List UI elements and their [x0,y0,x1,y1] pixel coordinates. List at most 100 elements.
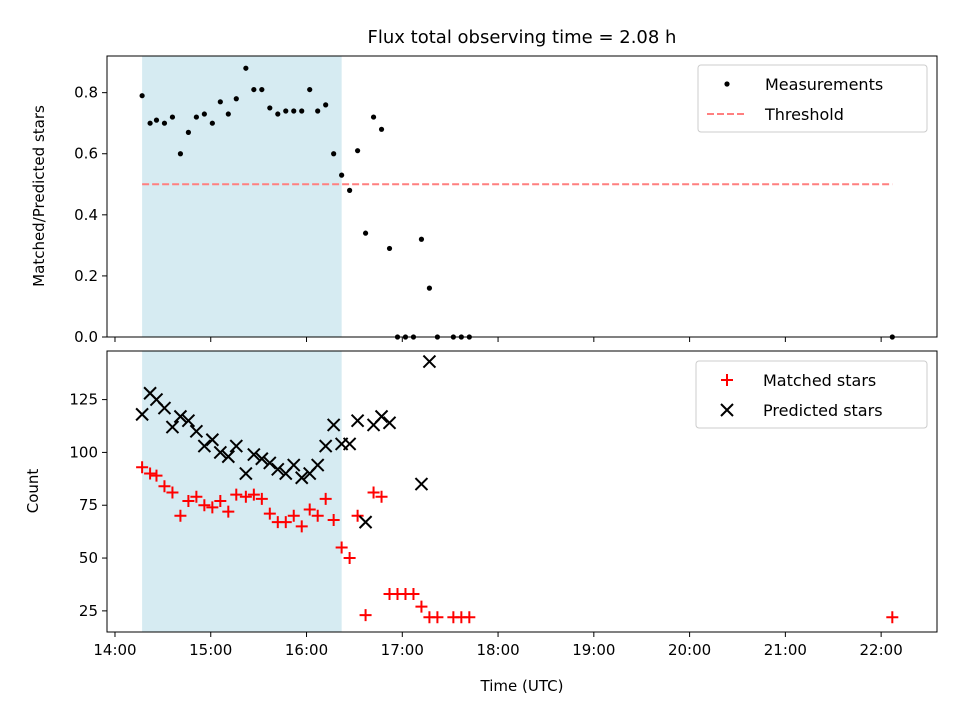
matched-stars-point [335,541,348,554]
matched-stars-point [150,469,163,482]
matched-stars-point [222,505,235,518]
matched-stars-point [166,486,179,499]
bottom-y-tick-label: 25 [79,602,98,620]
predicted-stars-point [287,458,301,472]
predicted-stars-point [181,414,196,428]
legend-matched-label: Matched stars [763,371,876,390]
predicted-stars-point [165,420,180,434]
measurement-point [243,65,249,71]
bottom-y-tick-label: 50 [79,549,98,567]
predicted-stars-point [205,433,220,447]
measurement-point [267,105,273,111]
top-y-axis-label: Matched/Predicted stars [30,105,48,287]
top-plot-frame [106,55,938,338]
matched-stars-point [214,495,227,508]
measurement-point [299,108,305,114]
predicted-stars-point [295,471,309,485]
legend-matched-marker [721,374,733,386]
predicted-stars-point [221,449,236,464]
predicted-stars-point [197,439,212,453]
predicted-stars-point [342,437,357,451]
bottom-legend-box [695,360,928,429]
measurement-point [362,230,369,236]
measurement-point [331,151,337,157]
measurement-point [307,86,313,93]
measurement-point [161,120,168,126]
matched-stars-point [279,516,292,529]
matched-stars-point [198,499,211,512]
legend-predicted-label: Predicted stars [763,401,883,420]
top-legend: Measurements Threshold [697,64,928,133]
x-tick-label: 21:00 [764,641,807,659]
measurement-point [291,108,297,114]
measurement-point [225,111,231,117]
measurement-point [251,86,257,93]
matched-stars-point [375,490,388,503]
measurement-point [354,148,361,154]
measurement-point [185,129,192,135]
measurement-point [378,126,385,132]
x-tick-label: 22:00 [860,641,903,659]
legend-measurements-label: Measurements [765,75,883,94]
matched-stars-point [327,514,340,527]
measurement-point [426,285,433,291]
bottom-marks-layer [135,354,899,624]
bottom-legend: Matched stars Predicted stars [695,360,928,429]
x-tick-label: 17:00 [381,641,424,659]
matched-stars-point [255,492,268,505]
measurement-point [153,117,160,123]
top-y-tick-label: 0.8 [74,84,98,102]
x-axis-label: Time (UTC) [480,677,564,695]
predicted-stars-point [157,401,172,415]
matched-stars-point [230,488,243,501]
measurement-point [139,93,145,99]
top-highlight-layer [142,56,342,337]
x-tick-label: 14:00 [93,641,136,659]
bottom-x-ticks: 14:00 15:00 16:00 17:00 18:00 19:00 20:00 21:00… [93,632,903,659]
legend-threshold-label: Threshold [764,105,844,124]
bottom-highlight-layer [142,351,342,632]
predicted-stars-point [213,445,228,460]
predicted-stars-point [255,452,269,466]
predicted-stars-point [422,354,437,369]
bottom-y-tick-label: 100 [69,443,98,461]
measurement-point [315,108,321,114]
top-y-tick-label: 0.0 [74,328,98,346]
bottom-panel: 25 50 75 100 125 14:00 15:00 16:00 17:00 18:00 19… [24,350,938,695]
observing-window-span [142,56,342,337]
top-y-tick-label: 0.2 [74,267,98,285]
top-y-ticks: 0.0 0.2 0.4 0.6 0.8 [74,84,107,346]
matched-stars-point [319,492,332,505]
measurement-point [283,108,289,114]
bottom-plot-frame [106,350,938,633]
matched-stars-point [206,501,219,514]
predicted-stars-point [414,477,429,491]
predicted-stars-point [350,414,365,428]
matched-stars-point [239,490,252,503]
matched-stars-point [343,552,356,565]
matched-stars-point [295,520,308,533]
matched-stars-point [247,488,260,501]
matched-stars-point [144,467,157,480]
measurement-point [169,114,176,120]
x-tick-label: 15:00 [189,641,232,659]
matched-stars-point [287,509,300,522]
predicted-stars-point [318,439,333,453]
top-marks-layer [139,65,895,340]
measurement-point [147,120,153,126]
measurement-point [339,172,345,178]
matched-stars-point [431,611,444,624]
matched-stars-point [303,503,316,516]
top-y-tick-label: 0.6 [74,145,98,163]
predicted-stars-point [263,456,277,470]
matched-stars-point [886,611,899,624]
matched-stars-point [359,609,372,622]
matched-stars-point [182,495,195,508]
measurement-point [193,114,199,120]
measurement-point [418,236,425,242]
measurement-point [386,245,393,252]
measurement-point [209,120,215,126]
matched-stars-point [158,480,171,493]
bottom-y-tick-label: 75 [79,496,98,514]
